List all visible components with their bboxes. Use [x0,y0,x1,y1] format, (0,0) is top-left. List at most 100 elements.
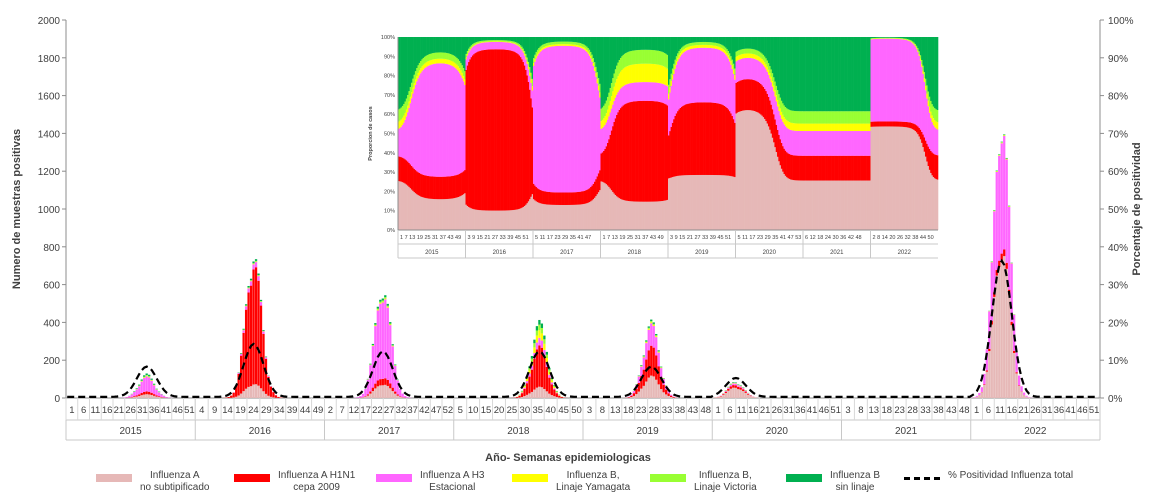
inset-bar-segment [479,50,482,211]
inset-bar-segment [656,50,658,65]
inset-bar-segment [732,73,735,120]
inset-bar-segment [518,208,521,230]
inset-bar-segment [457,59,460,67]
inset-bar-segment [923,137,926,152]
inset-bar-segment [407,105,409,113]
inset-bar-segment [401,117,404,125]
bar-segment-influenza-b-sin-linaje [244,304,248,306]
inset-bar-segment [664,66,666,85]
inset-bar-segment [826,155,828,181]
inset-bar-segment [692,45,695,49]
inset-bar-segment [706,47,709,103]
inset-bar-segment [800,180,803,230]
inset-bar-segment [418,37,421,63]
inset-bar-segment [590,37,592,52]
bar-segment-influenza-a-no-subtipificado [381,385,384,398]
inset-bar-segment [800,111,803,124]
inset-bar-segment [801,131,804,156]
inset-bar-segment [818,131,821,156]
inset-bar-segment [671,75,674,80]
inset-bar-segment [743,48,745,54]
inset-bar-segment [459,173,461,197]
inset-bar-segment [423,197,426,230]
inset-bar-segment [451,54,453,62]
inset-bar-segment [931,115,934,123]
inset-bar-segment [601,119,604,129]
inset-bar-segment [616,65,618,80]
inset-bar-segment [688,43,691,47]
inset-bar-segment [905,39,908,41]
inset-bar-segment [719,37,722,45]
inset-bar-segment [573,46,575,193]
bar-segment-influenza-a-no-subtipificado [640,388,643,398]
inset-bar-segment [818,111,821,124]
inset-bar-segment [583,37,586,45]
inset-bar-segment [741,79,744,111]
inset-bar-segment [588,188,591,203]
inset-bar-segment [854,131,857,156]
week-label: 39 [287,405,298,416]
inset-bar-segment [584,190,587,204]
inset-bar-segment [434,63,436,177]
inset-bar-segment [823,123,826,132]
inset-bar-segment [632,50,635,65]
inset-bar-segment [448,59,451,65]
bar-segment-influenza-b-linaje-yamagata [533,347,536,354]
inset-bar-segment [736,50,739,56]
inset-bar-segment [586,52,588,190]
inset-bar-segment [861,180,864,230]
inset-bar-segment [675,37,678,57]
inset-bar-segment [757,55,760,61]
inset-bar-segment [668,99,670,136]
inset-bar-segment [740,111,743,230]
inset-bar-segment [500,40,503,42]
inset-bar-segment [752,79,754,111]
inset-bar-segment [635,201,638,230]
inset-bar-segment [414,71,417,80]
inset-bar-segment [771,137,774,230]
inset-bar-segment [790,122,792,130]
bar-segment-influenza-a-no-subtipificado [717,397,720,398]
inset-bar-segment [821,180,823,230]
inset-bar-segment [629,37,631,52]
inset-bar-segment [830,155,832,181]
inset-bar-segment [821,123,823,132]
inset-bar-segment [770,104,773,134]
y-axis-title: Numero de muestras positivas [11,129,23,289]
inset-bar-segment [626,37,629,53]
inset-bar-segment [495,49,497,211]
bar-segment-influenza-b-sin-linaje [642,355,645,357]
inset-bar-segment [460,75,462,174]
inset-bar-segment [677,53,679,58]
bar-segment-influenza-a-no-subtipificado [254,384,258,398]
week-label: 2 [328,405,333,416]
bar-segment-influenza-b-sin-linaje [259,299,263,302]
inset-bar-segment [797,130,800,156]
inset-bar-segment [825,111,827,124]
inset-bar-segment [409,37,412,87]
inset-bar-segment [752,110,754,230]
inset-bar-segment [575,44,578,47]
bar-segment-influenza-a-h3-estacional [267,376,270,377]
inset-bar-segment [426,66,429,176]
inset-bar-segment [682,50,684,54]
inset-bar-segment [510,42,513,44]
bar-segment-influenza-a-h3-estacional [244,306,248,310]
inset-bar-segment [487,49,490,211]
inset-bar-segment [705,174,708,230]
week-label: 11 [737,405,747,416]
inset-bar-segment [613,86,616,101]
inset-bar-segment [684,37,687,45]
bar-segment-influenza-a-no-subtipificado [160,397,163,398]
inset-bar-segment [719,44,722,48]
inset-bar-segment [409,188,412,230]
inset-bar-segment [758,61,761,83]
legend-item-b-victoria: Influenza B, Linaje Victoria [650,470,757,494]
inset-bar-segment [599,83,601,93]
inset-bar-segment [782,171,784,230]
inset-week-labels: 3 9 15 21 27 33 39 45 51 [670,235,731,241]
bar-segment-influenza-a-no-subtipificado [744,392,747,398]
inset-bar-segment [462,81,465,172]
inset-bar-segment [542,47,544,50]
inset-bar-segment [815,155,818,181]
